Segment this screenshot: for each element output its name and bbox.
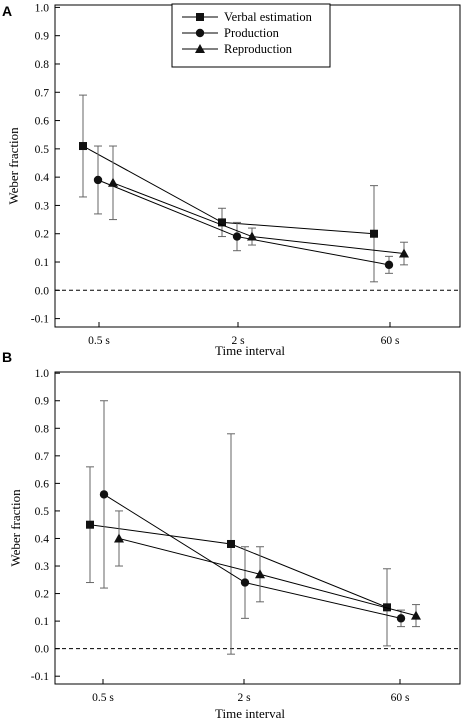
legend-circle-marker (195, 28, 205, 38)
y-tick-label: 0.6 (35, 478, 50, 490)
panel-a-y-axis-title: Weber fraction (6, 127, 21, 205)
series-line-reproduction (112, 182, 405, 255)
point-production (99, 490, 109, 499)
panel-b: B -0.1 0.0 0.1 0.2 0.3 0.4 0.5 0.6 0.7 0.8 0.9 1.0 0… (2, 349, 461, 721)
y-tick-label: 0.9 (35, 396, 50, 408)
point-reproduction (255, 569, 265, 579)
point-verbal (218, 218, 226, 227)
y-tick-label: 0.4 (35, 172, 50, 184)
panel-b-label: B (2, 349, 12, 365)
point-reproduction (108, 177, 118, 187)
legend: Verbal estimation Production Reproductio… (171, 3, 331, 68)
y-tick-label: 0.9 (35, 31, 50, 43)
legend-label-reproduction: Reproduction (224, 42, 293, 56)
y-tick-label: 0.1 (35, 616, 50, 628)
legend-square-marker (196, 13, 204, 21)
panel-a-x-axis-title: Time interval (215, 343, 285, 358)
y-tick-label: 1.0 (35, 368, 50, 380)
y-tick-label: 0.5 (35, 144, 50, 156)
y-tick-label: 0.6 (35, 116, 50, 128)
point-production (93, 175, 103, 185)
panel-b-y-axis-title: Weber fraction (8, 489, 23, 567)
y-tick-label: 0.7 (35, 87, 50, 99)
x-tick-label: 2 s (231, 335, 245, 347)
point-reproduction (247, 231, 257, 241)
x-tick-label: 2 s (237, 692, 251, 704)
y-tick-label: 0.5 (35, 506, 50, 518)
y-tick-label: 0.0 (35, 644, 50, 656)
point-verbal (383, 603, 391, 612)
series-line-verbal (89, 524, 388, 608)
y-tick-label: 0.0 (35, 285, 50, 297)
y-tick-label: 0.8 (35, 59, 50, 71)
y-tick-label: 0.1 (35, 257, 50, 269)
y-tick-label: 0.7 (35, 451, 50, 463)
y-tick-label: 0.8 (35, 423, 50, 435)
y-tick-label: 0.3 (35, 561, 50, 573)
panel-a-label: A (2, 3, 12, 19)
point-verbal (227, 539, 235, 548)
point-verbal (79, 142, 87, 151)
y-tick-label: 1.0 (35, 2, 50, 14)
y-tick-label: 0.2 (35, 229, 50, 241)
point-production (232, 232, 242, 241)
panel-a: A -0.1 0.0 0.1 0.2 0.3 0.4 0.5 0.6 0.7 0.8 0.9 1.0 0… (2, 2, 461, 358)
point-verbal (370, 229, 378, 238)
y-tick-label: -0.1 (31, 314, 49, 326)
x-tick-label: 0.5 s (88, 335, 110, 347)
legend-triangle-marker (195, 44, 205, 53)
y-tick-label: 0.2 (35, 589, 50, 601)
series-line-reproduction (118, 537, 417, 617)
series-line-production (97, 179, 390, 266)
y-tick-label: 0.4 (35, 533, 50, 545)
point-reproduction (399, 248, 409, 258)
point-reproduction (114, 533, 124, 543)
point-reproduction (411, 610, 421, 620)
y-tick-label: -0.1 (31, 671, 49, 683)
panel-b-content: -0.1 0.0 0.1 0.2 0.3 0.4 0.5 0.6 0.7 0.8 0.9 1.0 0.5… (31, 368, 460, 704)
x-tick-label: 0.5 s (92, 692, 114, 704)
panel-a-content: -0.1 0.0 0.1 0.2 0.3 0.4 0.5 0.6 0.7 0.8 0.9 1.0 0.5… (31, 2, 460, 347)
point-production (240, 578, 250, 587)
panel-b-x-axis-title: Time interval (215, 706, 285, 721)
series-line-verbal (82, 145, 375, 235)
x-tick-label: 60 s (381, 335, 400, 347)
panel-b-plot-frame (54, 371, 461, 685)
legend-label-production: Production (224, 26, 280, 40)
y-tick-label: 0.3 (35, 200, 50, 212)
point-verbal (86, 520, 94, 529)
point-production (396, 614, 406, 623)
x-tick-label: 60 s (391, 692, 410, 704)
legend-label-verbal-estimation: Verbal estimation (224, 10, 313, 24)
point-production (384, 260, 394, 270)
